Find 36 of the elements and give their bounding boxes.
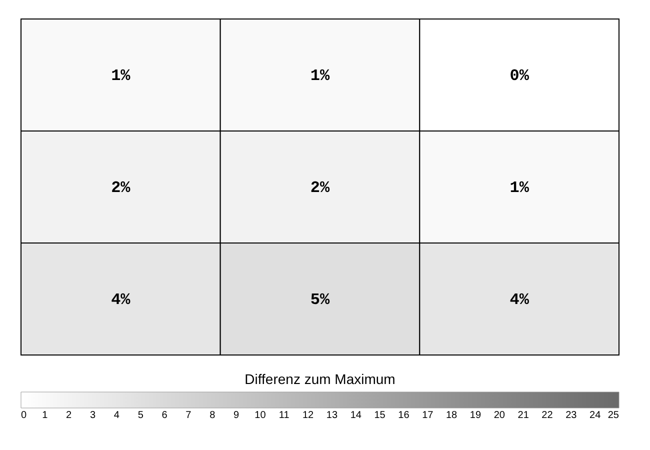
color-bar-label: 23 bbox=[566, 410, 578, 421]
color-bar-label: 4 bbox=[114, 410, 120, 421]
data-label: 2% bbox=[310, 179, 330, 197]
data-label: 2% bbox=[111, 179, 131, 197]
data-label: 0% bbox=[510, 67, 530, 85]
data-label: 1% bbox=[111, 67, 131, 85]
color-bar-label: 20 bbox=[494, 410, 506, 421]
color-bar-label: 18 bbox=[446, 410, 458, 421]
data-label: 1% bbox=[510, 179, 530, 197]
color-bar-label: 8 bbox=[210, 410, 216, 421]
color-bar-label: 19 bbox=[470, 410, 482, 421]
color-bar-label: 0 bbox=[21, 410, 27, 421]
color-bar-label: 11 bbox=[278, 410, 290, 421]
color-bar-label: 17 bbox=[422, 410, 434, 421]
color-bar-label: 25 bbox=[608, 410, 620, 421]
color-bar-label: 7 bbox=[186, 410, 192, 421]
data-label: 1% bbox=[310, 67, 330, 85]
color-bar-label: 13 bbox=[326, 410, 338, 421]
color-bar-label: 9 bbox=[234, 410, 240, 421]
color-bar-label: 14 bbox=[350, 410, 362, 421]
color-bar-label: 2 bbox=[66, 410, 72, 421]
color-bar-label: 3 bbox=[90, 410, 96, 421]
color-bar-label: 5 bbox=[138, 410, 144, 421]
color-bar-label: 1 bbox=[42, 410, 48, 421]
color-bar-label: 6 bbox=[162, 410, 168, 421]
color-bar-label: 10 bbox=[254, 410, 266, 421]
color-bar-label: 21 bbox=[518, 410, 530, 421]
color-bar-label: 24 bbox=[590, 410, 602, 421]
data-label: 4% bbox=[510, 291, 530, 309]
color-bar-label: 12 bbox=[302, 410, 314, 421]
color-bar-title: Differenz zum Maximum bbox=[244, 371, 396, 387]
color-bar-label: 16 bbox=[398, 410, 410, 421]
data-label: 5% bbox=[310, 291, 330, 309]
data-label: 4% bbox=[111, 291, 131, 309]
color-bar-label: 15 bbox=[374, 410, 386, 421]
color-bar-label: 22 bbox=[542, 410, 554, 421]
